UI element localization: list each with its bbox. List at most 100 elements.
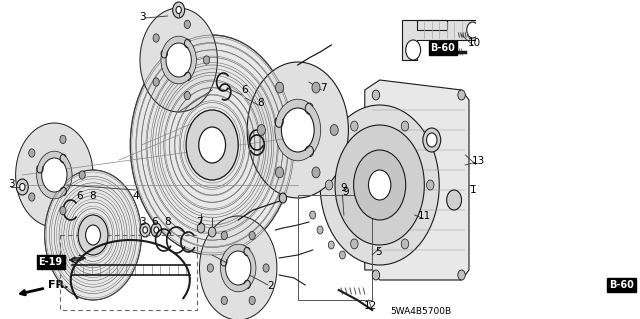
Text: 12: 12 bbox=[364, 301, 378, 311]
Circle shape bbox=[275, 167, 284, 178]
Circle shape bbox=[458, 270, 465, 280]
Circle shape bbox=[325, 180, 333, 190]
Circle shape bbox=[401, 121, 409, 131]
Polygon shape bbox=[365, 80, 469, 280]
Text: 8: 8 bbox=[89, 191, 95, 201]
Circle shape bbox=[406, 40, 420, 60]
Circle shape bbox=[153, 34, 159, 42]
Circle shape bbox=[204, 56, 210, 64]
Text: 8: 8 bbox=[164, 217, 171, 227]
Text: 6: 6 bbox=[76, 191, 83, 201]
Circle shape bbox=[176, 6, 181, 14]
Circle shape bbox=[79, 171, 85, 179]
Text: 2: 2 bbox=[267, 281, 273, 291]
Bar bbox=[60, 235, 197, 310]
Circle shape bbox=[354, 150, 406, 220]
Text: 10: 10 bbox=[468, 38, 481, 48]
Circle shape bbox=[42, 158, 67, 192]
Circle shape bbox=[372, 90, 380, 100]
Bar bbox=[298, 195, 372, 300]
Circle shape bbox=[275, 99, 321, 161]
Circle shape bbox=[310, 211, 316, 219]
Text: 6: 6 bbox=[241, 85, 248, 95]
Circle shape bbox=[312, 167, 320, 178]
Circle shape bbox=[263, 264, 269, 272]
Circle shape bbox=[86, 225, 100, 245]
Circle shape bbox=[17, 179, 28, 195]
Circle shape bbox=[427, 133, 437, 147]
Circle shape bbox=[320, 105, 439, 265]
Circle shape bbox=[467, 22, 479, 38]
Circle shape bbox=[458, 90, 465, 100]
Circle shape bbox=[29, 149, 35, 157]
Text: 11: 11 bbox=[418, 211, 431, 221]
Circle shape bbox=[140, 223, 150, 237]
Circle shape bbox=[207, 264, 214, 272]
Circle shape bbox=[249, 231, 255, 240]
Circle shape bbox=[209, 227, 216, 237]
Text: 6: 6 bbox=[152, 217, 158, 227]
Circle shape bbox=[221, 231, 227, 240]
Circle shape bbox=[184, 92, 190, 100]
Text: 1: 1 bbox=[469, 185, 476, 195]
Circle shape bbox=[369, 170, 391, 200]
Circle shape bbox=[401, 239, 409, 249]
Text: 8: 8 bbox=[257, 98, 264, 108]
Circle shape bbox=[173, 2, 184, 18]
Circle shape bbox=[199, 127, 225, 163]
Text: FR.: FR. bbox=[20, 280, 69, 295]
Circle shape bbox=[249, 296, 255, 305]
Circle shape bbox=[60, 206, 66, 215]
Circle shape bbox=[60, 135, 66, 144]
Circle shape bbox=[200, 216, 277, 319]
Text: 3: 3 bbox=[140, 12, 147, 22]
Circle shape bbox=[275, 82, 284, 93]
Circle shape bbox=[166, 43, 191, 77]
Text: 3: 3 bbox=[140, 217, 147, 227]
Circle shape bbox=[335, 125, 424, 245]
Circle shape bbox=[339, 251, 346, 259]
Circle shape bbox=[221, 244, 256, 292]
Circle shape bbox=[186, 110, 238, 180]
Text: 13: 13 bbox=[472, 156, 485, 166]
Circle shape bbox=[78, 215, 108, 255]
Circle shape bbox=[20, 183, 25, 190]
Circle shape bbox=[279, 193, 287, 203]
Circle shape bbox=[312, 82, 320, 93]
Text: 9: 9 bbox=[342, 187, 349, 197]
Text: B-60: B-60 bbox=[431, 43, 456, 53]
Circle shape bbox=[45, 170, 141, 300]
Circle shape bbox=[184, 20, 190, 29]
Circle shape bbox=[351, 121, 358, 131]
Circle shape bbox=[153, 78, 159, 86]
Circle shape bbox=[447, 190, 461, 210]
Circle shape bbox=[36, 151, 72, 199]
Circle shape bbox=[197, 223, 205, 233]
Circle shape bbox=[161, 36, 196, 84]
Circle shape bbox=[330, 124, 339, 136]
Text: E-19: E-19 bbox=[38, 257, 63, 267]
Circle shape bbox=[221, 296, 227, 305]
Circle shape bbox=[247, 62, 348, 198]
Text: 4: 4 bbox=[132, 191, 139, 201]
Circle shape bbox=[257, 124, 266, 136]
Circle shape bbox=[143, 227, 147, 233]
Circle shape bbox=[372, 270, 380, 280]
Text: B-60: B-60 bbox=[609, 280, 634, 290]
Text: 9: 9 bbox=[340, 183, 348, 193]
Circle shape bbox=[15, 123, 93, 227]
Circle shape bbox=[427, 180, 434, 190]
Circle shape bbox=[351, 239, 358, 249]
Text: 5: 5 bbox=[375, 247, 381, 257]
Circle shape bbox=[317, 226, 323, 234]
Circle shape bbox=[225, 251, 251, 285]
Polygon shape bbox=[402, 20, 476, 60]
Circle shape bbox=[140, 8, 218, 112]
Circle shape bbox=[423, 128, 441, 152]
Circle shape bbox=[282, 108, 314, 152]
Circle shape bbox=[29, 193, 35, 201]
Text: 3: 3 bbox=[8, 179, 15, 189]
Circle shape bbox=[328, 241, 334, 249]
Circle shape bbox=[154, 227, 159, 233]
Text: 5WA4B5700B: 5WA4B5700B bbox=[390, 308, 451, 316]
